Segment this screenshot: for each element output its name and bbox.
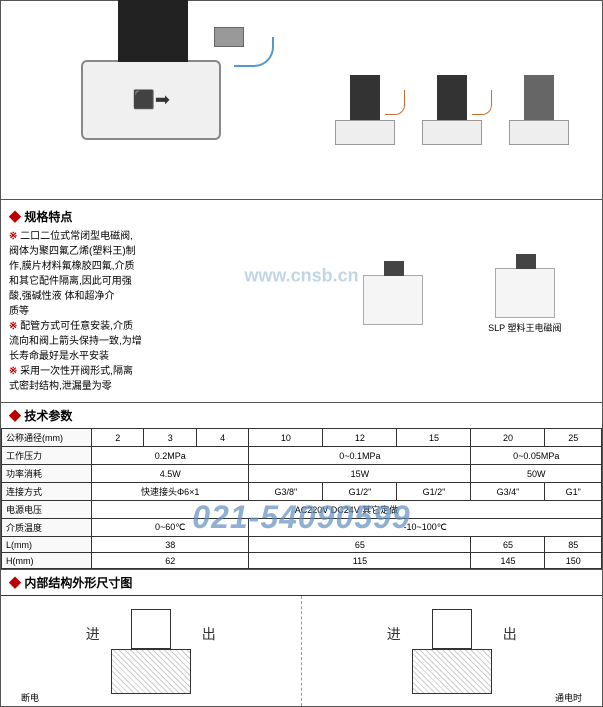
small-valve-2: [422, 55, 482, 145]
arrow-out-icon: 出: [503, 624, 517, 644]
mid-valve-1: [363, 275, 423, 328]
schematic-coil-icon: [131, 609, 171, 649]
diagram-closed: 进 出 断电: [1, 596, 302, 706]
table-row: 公称通径(mm) 2 3 4 10 12 15 20 25: [2, 429, 602, 447]
params-section: 技术参数 公称通径(mm) 2 3 4 10 12 15 20 25 工作压力 …: [0, 403, 603, 570]
valve-body: ⬛➡: [81, 60, 221, 140]
diagrams-row: 进 出 断电 进 出 通电时: [1, 596, 602, 706]
mid-valve-2: SLP 塑料王电磁阀: [488, 268, 561, 334]
diagram-open: 进 出 通电时: [302, 596, 603, 706]
diagram-title: 内部结构外形尺寸图: [1, 570, 602, 596]
spec-title: 规格特点: [9, 208, 331, 225]
schematic-body-icon: [111, 649, 191, 694]
diagram-section: 内部结构外形尺寸图 进 出 断电 进 出 通电时: [0, 570, 603, 707]
small-valve-1: [335, 55, 395, 145]
small-products-row: [302, 1, 603, 199]
mid-caption: SLP 塑料王电磁阀: [488, 321, 561, 334]
schematic-coil-icon: [432, 609, 472, 649]
valve-solenoid: [118, 0, 188, 62]
mid-product-images: SLP 塑料王电磁阀: [331, 208, 594, 394]
valve-wire: [234, 37, 274, 67]
diagram-label-right: 通电时: [555, 691, 582, 704]
params-title: 技术参数: [1, 403, 602, 428]
phone-watermark: 021-54090599: [192, 499, 410, 536]
spec-section: 规格特点 ※ 二口二位式常闭型电磁阀, 阀体为聚四氟乙烯(塑料王)制 作,膜片材…: [0, 200, 603, 403]
schematic-body-icon: [412, 649, 492, 694]
arrow-in-icon: 进: [86, 624, 100, 644]
flow-arrow-icon: ⬛➡: [133, 90, 171, 111]
table-row: H(mm) 62 115 145 150: [2, 553, 602, 569]
small-valve-3: [509, 55, 569, 145]
main-product-image: ⬛➡: [1, 1, 302, 199]
product-gallery: ⬛➡: [0, 0, 603, 200]
table-row: 工作压力 0.2MPa 0~0.1MPa 0~0.05MPa: [2, 447, 602, 465]
table-row: L(mm) 38 65 65 85: [2, 537, 602, 553]
table-row: 功率消耗 4.5W 15W 50W: [2, 465, 602, 483]
diagram-label-left: 断电: [21, 691, 39, 704]
table-row: 连接方式 快速接头Φ6×1 G3/8" G1/2" G1/2" G3/4" G1…: [2, 483, 602, 501]
spec-text-block: 规格特点 ※ 二口二位式常闭型电磁阀, 阀体为聚四氟乙烯(塑料王)制 作,膜片材…: [9, 208, 331, 394]
arrow-in-icon: 进: [387, 624, 401, 644]
arrow-out-icon: 出: [202, 624, 216, 644]
